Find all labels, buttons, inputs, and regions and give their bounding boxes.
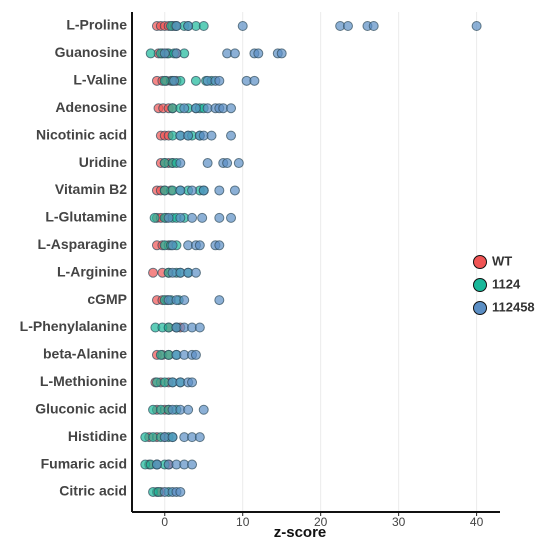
y-tick-label: Gluconic acid (35, 400, 127, 416)
data-point (226, 130, 237, 141)
legend-label: 1124 (492, 276, 521, 291)
data-point (198, 21, 209, 31)
data-point (151, 459, 162, 470)
data-point (194, 322, 205, 333)
data-point (198, 404, 209, 415)
data-point (194, 432, 205, 443)
x-tick-label: 20 (314, 515, 328, 529)
data-point (237, 21, 248, 31)
y-tick-label: L-Proline (66, 17, 127, 33)
data-point (214, 295, 225, 306)
data-point (368, 21, 379, 31)
data-point (183, 130, 194, 141)
y-tick-label: L-Glutamine (45, 209, 127, 225)
data-point (197, 212, 208, 223)
data-point (198, 185, 209, 196)
y-tick-label: Adenosine (55, 99, 127, 115)
data-point (159, 48, 170, 59)
x-axis-label: z-score (274, 524, 327, 541)
data-point (226, 103, 237, 114)
data-point (214, 212, 225, 223)
data-point (163, 212, 174, 223)
data-point (175, 486, 186, 497)
data-point (202, 158, 213, 169)
y-tick-label: L-Arginine (57, 263, 127, 279)
data-point (249, 75, 260, 86)
data-point (222, 158, 233, 169)
data-point (171, 48, 182, 59)
x-tick-label: 30 (392, 515, 406, 529)
data-point (471, 21, 482, 31)
y-tick-label: Uridine (79, 154, 127, 170)
legend-label: WT (492, 253, 512, 268)
data-point (190, 103, 201, 114)
data-point (167, 432, 178, 443)
data-point (214, 185, 225, 196)
data-point (194, 240, 205, 251)
data-point (214, 75, 225, 86)
data-point (206, 130, 217, 141)
data-point (214, 240, 225, 251)
y-tick-label: Nicotinic acid (36, 126, 127, 142)
y-tick-label: Vitamin B2 (55, 181, 127, 197)
data-point (190, 267, 201, 278)
data-point (233, 158, 244, 169)
legend-marker (473, 255, 487, 269)
data-point (169, 75, 180, 86)
y-tick-label: beta-Alanine (43, 346, 127, 362)
data-point (229, 48, 240, 59)
x-tick-label: 10 (236, 515, 250, 529)
data-point (179, 103, 190, 114)
data-point (179, 295, 190, 306)
y-tick-label: L-Asparagine (38, 236, 128, 252)
data-point (183, 21, 194, 31)
legend-marker (473, 301, 487, 315)
y-tick-label: L-Phenylalanine (20, 318, 128, 334)
data-point (171, 21, 182, 31)
data-point (190, 75, 201, 86)
data-point (167, 240, 178, 251)
data-point (187, 377, 198, 388)
data-point (175, 185, 186, 196)
data-point (145, 48, 156, 59)
y-tick-label: Fumaric acid (41, 455, 127, 471)
y-tick-label: L-Methionine (40, 373, 127, 389)
y-tick-label: L-Valine (73, 72, 127, 88)
legend-marker (473, 278, 487, 292)
data-point (148, 267, 159, 278)
legend-label: 112458 (492, 299, 535, 314)
data-point (190, 349, 201, 360)
data-point (187, 185, 198, 196)
data-point (149, 212, 160, 223)
data-point (187, 459, 198, 470)
data-point (175, 212, 186, 223)
data-point (183, 404, 194, 415)
y-tick-label: Guanosine (55, 44, 128, 60)
data-point (229, 185, 240, 196)
data-point (187, 212, 198, 223)
y-tick-label: Citric acid (59, 483, 127, 499)
data-point (342, 21, 353, 31)
y-tick-label: Histidine (68, 428, 127, 444)
x-tick-label: 40 (470, 515, 484, 529)
y-tick-label: cGMP (87, 291, 127, 307)
data-point (175, 158, 186, 169)
data-point (276, 48, 287, 59)
x-tick-label: 0 (161, 515, 168, 529)
data-point (253, 48, 264, 59)
data-point (226, 212, 237, 223)
